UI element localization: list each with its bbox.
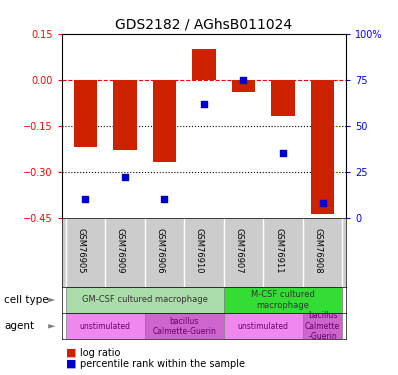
Bar [145,313,224,339]
Title: GDS2182 / AGhsB011024: GDS2182 / AGhsB011024 [115,17,293,31]
Bar [113,80,137,150]
Text: GSM76911: GSM76911 [274,228,283,273]
Point [240,77,247,83]
Text: agent: agent [4,321,34,331]
Text: percentile rank within the sample: percentile rank within the sample [80,359,245,369]
Text: bacillus
Calmette-Guerin: bacillus Calmette-Guerin [152,316,216,336]
Text: GSM76910: GSM76910 [195,228,204,273]
Bar [232,80,256,92]
Bar [74,80,97,147]
Bar [66,313,145,339]
Bar [224,287,342,313]
Bar [224,313,303,339]
Text: GSM76905: GSM76905 [76,228,86,273]
Bar [152,80,176,162]
Bar [303,313,342,339]
Text: GSM76909: GSM76909 [116,228,125,273]
Text: bacillus
Calmette
-Guerin: bacillus Calmette -Guerin [305,311,340,341]
Point [280,150,286,156]
Text: M-CSF cultured
macrophage: M-CSF cultured macrophage [251,290,315,310]
Text: cell type: cell type [4,295,49,305]
Point [201,100,207,106]
Text: unstimulated: unstimulated [238,322,289,331]
Text: ■: ■ [66,348,76,357]
Bar [192,49,216,80]
Text: ■: ■ [66,359,76,369]
Text: GM-CSF cultured macrophage: GM-CSF cultured macrophage [82,296,208,304]
Text: GSM76907: GSM76907 [234,228,244,273]
Point [319,200,326,206]
Text: GSM76908: GSM76908 [314,228,322,273]
Bar [66,287,224,313]
Bar [311,80,334,214]
Text: GSM76906: GSM76906 [156,228,164,273]
Point [161,196,168,202]
Point [82,196,89,202]
Point [122,174,128,180]
Text: unstimulated: unstimulated [80,322,131,331]
Bar [271,80,295,117]
Text: log ratio: log ratio [80,348,120,357]
